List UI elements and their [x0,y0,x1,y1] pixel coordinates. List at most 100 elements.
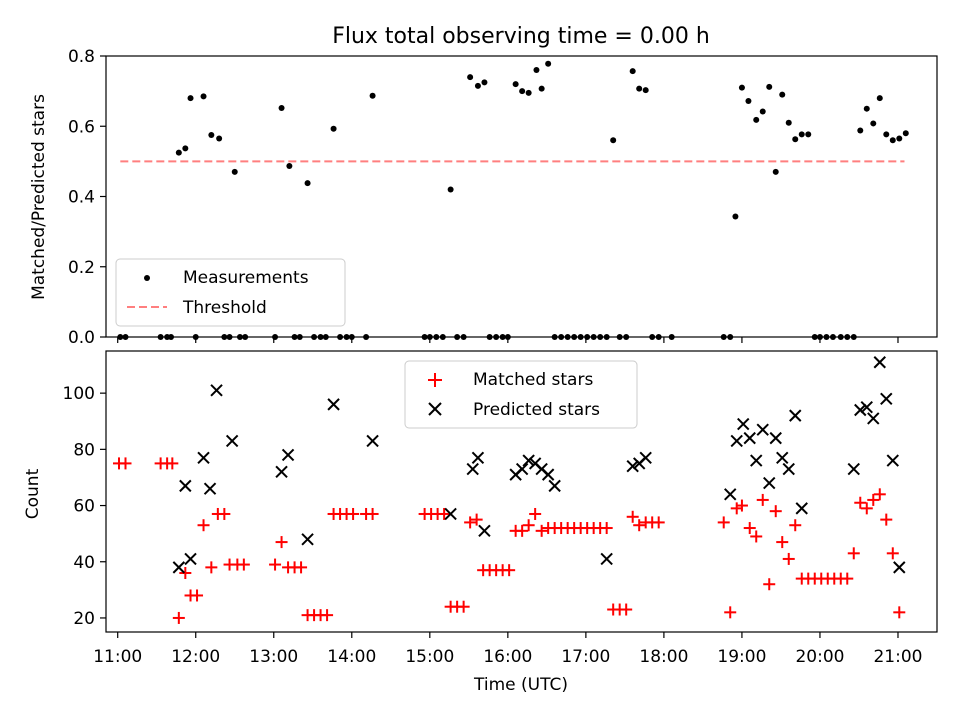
measurement-point [738,84,745,91]
top-y-tick-label: 0.6 [68,117,95,137]
predicted-star-point [600,552,613,566]
top-y-tick-label: 0.2 [68,258,95,278]
matched-star-point [503,564,516,577]
predicted-star-point [184,552,197,566]
measurement-point [519,88,526,95]
matched-star-point [197,519,210,532]
measurement-point [779,91,786,98]
predicted-star-point [203,482,217,495]
measurement-point [208,132,215,139]
matched-star-point [769,505,782,518]
matched-star-point [321,609,334,622]
matched-star-point [847,547,860,560]
matched-star-point [218,507,231,520]
measurement-point [182,145,189,152]
matched-star-point [522,519,535,532]
matched-star-point [743,522,756,535]
measurement-point [187,95,194,102]
measurement-point [278,104,285,111]
predicted-star-point [301,533,314,546]
predicted-star-point [776,451,789,464]
measurement-point [175,149,182,156]
measurement-point [863,105,870,112]
measurement-point [766,83,773,90]
measurement-point [870,120,877,127]
matched-star-point [366,507,379,520]
matched-star-point [776,536,789,549]
measurement-point [216,135,223,142]
measurement-point [798,131,805,138]
legend-threshold-label: Threshold [182,298,267,318]
top-plot-marks [117,60,909,340]
matched-star-point [886,547,899,560]
x-tick-label: 11:00 [93,647,142,667]
matched-star-point [750,530,763,543]
x-tick-label: 19:00 [717,647,766,667]
measurement-point [785,119,792,126]
measurement-point [512,81,519,88]
measurement-point [889,137,896,144]
matched-star-point [730,502,743,515]
predicted-star-point [626,460,639,473]
x-tick-label: 14:00 [327,647,376,667]
matched-star-point [470,513,483,526]
matched-star-point [873,488,886,501]
measurement-point [330,125,337,132]
matched-star-point [464,516,477,529]
matched-star-point [347,507,360,520]
measurement-point [304,180,311,187]
measurement-point [642,87,649,94]
matched-star-point [179,566,192,579]
bottom-y-tick-label: 100 [63,384,95,404]
measurement-point [286,162,293,169]
matched-star-point [457,600,470,613]
predicted-star-point [478,524,491,538]
x-tick-label: 20:00 [795,647,844,667]
bottom-y-axis-label: Count [23,468,43,519]
predicted-star-point [782,462,795,476]
matched-star-point [789,519,802,532]
matched-star-point [119,457,132,470]
predicted-star-point [275,465,288,479]
matched-star-point [295,561,308,574]
matched-star-point [860,502,873,515]
bottom-panel: 20 40 60 80 100 11:00 12:00 13:00 14:00 15:00 16:… [23,350,938,695]
measurement-point [629,68,636,75]
predicted-star-point [197,451,210,464]
x-tick-label: 12:00 [171,647,220,667]
predicted-star-point [548,479,561,493]
measurement-point [753,116,760,123]
matched-star-point [763,578,776,591]
predicted-star-point [172,561,186,574]
measurement-point [447,186,454,193]
measurement-point [231,168,238,175]
x-tick-label: 18:00 [639,647,688,667]
matched-star-point [867,493,880,506]
measurement-point [538,85,545,92]
matched-star-point [633,519,646,532]
matched-star-point [717,516,730,529]
measurement-point [876,95,883,102]
x-axis-label: Time (UTC) [473,675,568,695]
bottom-y-tick-label: 20 [73,609,95,629]
predicted-star-point [886,454,899,467]
measurement-point [481,79,488,86]
matched-star-point [854,496,867,509]
measurement-point [610,137,617,144]
top-y-tick-label: 0.8 [68,47,95,67]
predicted-star-point [880,392,893,405]
matched-star-point [652,516,665,529]
top-panel: 0.00.20.40.60.8 Matched/Predicted stars … [29,47,938,348]
measurement-point [533,67,540,74]
measurement-point [474,82,481,89]
measurement-point [369,92,376,99]
chart-title: Flux total observing time = 0.00 h [332,24,710,49]
matched-star-point [438,507,451,520]
measurement-point [525,89,532,96]
predicted-star-point [522,454,535,467]
matched-star-point [600,522,613,535]
x-tick-label: 21:00 [873,647,922,667]
predicted-star-point [756,423,769,436]
matched-star-point [516,524,529,537]
